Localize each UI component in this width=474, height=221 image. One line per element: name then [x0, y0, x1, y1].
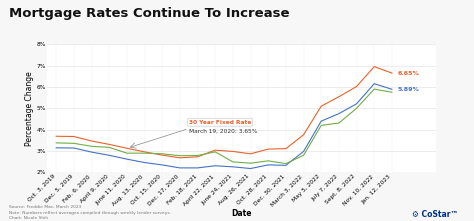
- Y-axis label: Percentage Change: Percentage Change: [25, 71, 34, 146]
- Text: March 19, 2020: 3.65%: March 19, 2020: 3.65%: [189, 129, 257, 133]
- Text: 30 Year Fixed Rate: 30 Year Fixed Rate: [189, 120, 251, 125]
- Text: 5.89%: 5.89%: [397, 87, 419, 92]
- Text: ⚙ CoStar™: ⚙ CoStar™: [412, 210, 458, 219]
- X-axis label: Date: Date: [231, 209, 252, 217]
- Text: Source: Freddie Mac, March 2023
Note: Numbers reflect averages compiled through : Source: Freddie Mac, March 2023 Note: Nu…: [9, 206, 172, 220]
- Text: 6.65%: 6.65%: [397, 70, 419, 76]
- Text: Mortgage Rates Continue To Increase: Mortgage Rates Continue To Increase: [9, 7, 290, 20]
